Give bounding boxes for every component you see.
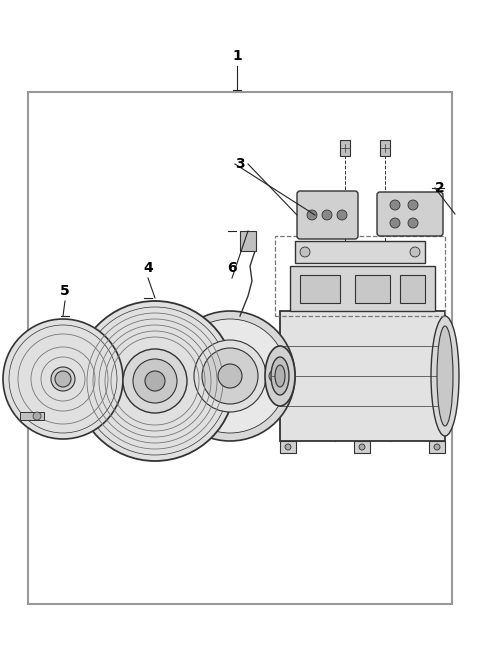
Bar (400, 275, 425, 303)
Circle shape (390, 218, 400, 228)
Bar (380, 140, 390, 156)
Bar (354, 441, 370, 453)
Text: 1: 1 (232, 49, 242, 63)
Circle shape (57, 371, 73, 387)
Circle shape (133, 359, 177, 403)
Circle shape (51, 367, 75, 391)
Ellipse shape (265, 346, 295, 406)
Circle shape (218, 364, 242, 388)
Circle shape (173, 319, 287, 433)
Bar (28, 92, 452, 604)
Circle shape (300, 247, 310, 257)
Circle shape (269, 370, 281, 382)
Circle shape (194, 340, 266, 412)
Text: 6: 6 (227, 261, 237, 275)
Bar (275, 236, 445, 316)
Bar (280, 441, 296, 453)
FancyBboxPatch shape (377, 192, 443, 236)
Circle shape (165, 311, 295, 441)
Bar (280, 311, 445, 441)
Circle shape (307, 210, 317, 220)
Circle shape (337, 210, 347, 220)
Ellipse shape (271, 357, 289, 395)
Circle shape (408, 218, 418, 228)
Bar (295, 241, 425, 263)
Ellipse shape (437, 326, 453, 426)
Circle shape (390, 200, 400, 210)
Text: 3: 3 (235, 157, 245, 171)
Bar (355, 275, 390, 303)
Circle shape (50, 364, 80, 394)
Circle shape (408, 200, 418, 210)
Bar (429, 441, 445, 453)
Circle shape (33, 412, 41, 420)
Circle shape (285, 444, 291, 450)
Bar (340, 140, 350, 156)
FancyBboxPatch shape (297, 191, 358, 239)
Circle shape (123, 349, 187, 413)
Text: 2: 2 (435, 181, 445, 195)
Bar (240, 231, 256, 251)
Circle shape (359, 444, 365, 450)
Circle shape (145, 371, 165, 391)
Circle shape (410, 247, 420, 257)
Ellipse shape (431, 316, 459, 436)
Text: 5: 5 (60, 284, 70, 298)
Bar (20, 412, 44, 420)
Text: 4: 4 (143, 261, 153, 275)
Bar (290, 266, 435, 311)
Bar (300, 275, 340, 303)
Circle shape (3, 319, 123, 439)
Circle shape (75, 301, 235, 461)
Circle shape (434, 444, 440, 450)
Circle shape (322, 210, 332, 220)
Circle shape (202, 348, 258, 404)
Circle shape (55, 371, 71, 387)
Ellipse shape (275, 365, 285, 387)
